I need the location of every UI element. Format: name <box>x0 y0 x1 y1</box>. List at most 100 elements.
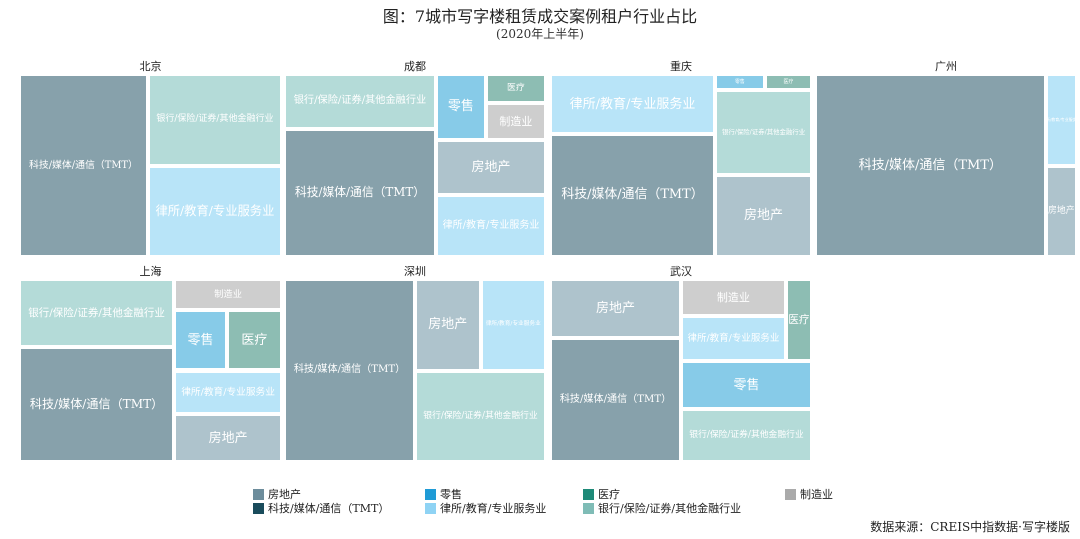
treemap-tile-real-estate: 房地产 <box>550 279 681 338</box>
treemap-tile-professional-services: 律所/教育/专业服务业 <box>480 279 546 371</box>
tile-label: 零售 <box>733 377 760 393</box>
tile-label: 医疗 <box>788 313 810 326</box>
tile-label: 制造业 <box>499 115 533 129</box>
treemap-tile-finance: 银行/保险/证券/其他金融行业 <box>681 408 812 462</box>
legend-label: 科技/媒体/通信（TMT） <box>268 502 390 515</box>
legend-swatch <box>583 502 594 514</box>
treemap-tile-professional-services: 律所/教育/专业服务业 <box>435 194 546 257</box>
tile-label: 房地产 <box>208 430 248 446</box>
legend-swatch <box>425 488 436 500</box>
legend-label: 制造业 <box>800 488 833 501</box>
treemap-tile-professional-services: 律所/教育/专业服务业 <box>550 74 716 135</box>
treemap-tile-tmt: 科技/媒体/通信（TMT） <box>550 134 716 257</box>
tile-label: 零售 <box>447 99 474 115</box>
legend-item-medical: 医疗 <box>583 486 620 502</box>
treemap-tile-real-estate: 房地产 <box>715 174 812 257</box>
treemap-tile-real-estate: 房地产 <box>1045 165 1077 257</box>
legend-swatch <box>785 488 796 500</box>
treemap-tile-tmt: 科技/媒体/通信（TMT） <box>550 337 681 462</box>
tile-label: 律所/教育/专业服务业 <box>1045 116 1077 122</box>
treemap-tile-finance: 银行/保险/证券/其他金融行业 <box>19 279 175 347</box>
treemap-tile-real-estate: 房地产 <box>435 139 546 195</box>
treemap-tile-tmt: 科技/媒体/通信（TMT） <box>19 346 175 462</box>
tile-label: 银行/保险/证券/其他金融行业 <box>156 114 274 125</box>
legend-swatch <box>583 488 594 500</box>
treemap-tile-manufacturing: 制造业 <box>174 279 282 311</box>
treemap-tile-professional-services: 律所/教育/专业服务业 <box>1045 74 1077 166</box>
treemap-tile-tmt: 科技/媒体/通信（TMT） <box>19 74 148 257</box>
legend-label: 律所/教育/专业服务业 <box>440 502 547 515</box>
tile-label: 律所/教育/专业服务业 <box>181 386 275 398</box>
tile-label: 律所/教育/专业服务业 <box>687 332 780 344</box>
treemap-tile-tmt: 科技/媒体/通信（TMT） <box>284 279 415 462</box>
tile-label: 房地产 <box>471 159 511 175</box>
legend-item-manufacturing: 制造业 <box>785 486 833 502</box>
treemap-tile-professional-services: 律所/教育/专业服务业 <box>147 165 282 257</box>
chart-subtitle: (2020年上半年) <box>496 27 584 41</box>
treemap-tile-medical: 医疗 <box>785 279 812 362</box>
treemap-tile-real-estate: 房地产 <box>174 414 282 462</box>
legend-item-retail: 零售 <box>425 486 462 502</box>
city-label: 广州 <box>935 60 957 73</box>
treemap-tile-medical: 医疗 <box>764 74 812 91</box>
legend-item-finance: 银行/保险/证券/其他金融行业 <box>583 500 741 516</box>
legend-label: 医疗 <box>598 488 620 501</box>
legend-label: 零售 <box>440 488 462 501</box>
city-label: 深圳 <box>404 265 426 278</box>
legend-swatch <box>253 488 264 500</box>
tile-label: 房地产 <box>1047 205 1075 216</box>
treemap-tile-manufacturing: 制造业 <box>485 103 546 140</box>
tile-label: 医疗 <box>241 332 268 348</box>
city-label: 北京 <box>139 60 162 73</box>
tile-label: 房地产 <box>428 317 468 333</box>
chart-title: 图：7城市写字楼租赁成交案例租户行业占比 <box>382 7 698 26</box>
tile-label: 零售 <box>735 78 745 85</box>
tile-label: 科技/媒体/通信（TMT） <box>294 185 426 200</box>
tile-label: 银行/保险/证券/其他金融行业 <box>293 95 427 107</box>
treemap-tile-finance: 银行/保险/证券/其他金融行业 <box>284 74 436 129</box>
legend-label: 房地产 <box>268 488 301 501</box>
treemap-tile-retail: 零售 <box>681 361 812 409</box>
treemap-tile-finance: 银行/保险/证券/其他金融行业 <box>715 90 812 175</box>
tile-label: 银行/保险/证券/其他金融行业 <box>689 430 804 441</box>
legend-item-tmt: 科技/媒体/通信（TMT） <box>253 500 389 516</box>
treemap-tile-finance: 银行/保险/证券/其他金融行业 <box>147 74 282 166</box>
tile-label: 银行/保险/证券/其他金融行业 <box>423 410 538 421</box>
city-label: 重庆 <box>670 60 692 73</box>
tile-label: 房地产 <box>744 208 784 224</box>
tile-label: 银行/保险/证券/其他金融行业 <box>28 306 165 319</box>
treemap-tile-finance: 银行/保险/证券/其他金融行业 <box>415 370 546 462</box>
data-source: 数据来源：CREIS中指数据·写字楼版 <box>870 520 1070 534</box>
tile-label: 医疗 <box>507 83 525 94</box>
legend-label: 银行/保险/证券/其他金融行业 <box>598 502 742 515</box>
treemap-tile-real-estate: 房地产 <box>415 279 481 371</box>
city-label: 上海 <box>139 265 162 278</box>
treemap-tile-professional-services: 律所/教育/专业服务业 <box>174 370 282 415</box>
city-label: 成都 <box>404 60 426 73</box>
treemap-tile-tmt: 科技/媒体/通信（TMT） <box>284 128 436 257</box>
tile-label: 律所/教育/专业服务业 <box>485 320 541 327</box>
tile-label: 科技/媒体/通信（TMT） <box>561 187 704 203</box>
treemap-tile-manufacturing: 制造业 <box>681 279 786 316</box>
treemap-tile-retail: 零售 <box>174 310 227 371</box>
tile-label: 律所/教育/专业服务业 <box>155 204 275 219</box>
tile-label: 科技/媒体/通信（TMT） <box>29 397 164 412</box>
tile-label: 律所/教育/专业服务业 <box>442 219 540 231</box>
city-label: 武汉 <box>670 265 692 278</box>
tile-label: 医疗 <box>783 78 794 85</box>
treemap-tile-professional-services: 律所/教育/专业服务业 <box>681 315 786 362</box>
treemap-tile-retail: 零售 <box>435 74 486 140</box>
tile-label: 制造业 <box>716 290 750 304</box>
legend: 房地产 零售 医疗 制造业 科技/媒体/通信（TMT） 律所/教育/专业服务业 … <box>253 486 853 516</box>
tile-label: 科技/媒体/通信（TMT） <box>28 159 138 171</box>
treemap-tile-medical: 医疗 <box>226 310 282 371</box>
legend-swatch <box>425 502 436 514</box>
tile-label: 科技/媒体/通信（TMT） <box>559 393 672 405</box>
tile-label: 科技/媒体/通信（TMT） <box>858 158 1002 173</box>
legend-swatch <box>253 502 264 514</box>
tile-label: 律所/教育/专业服务业 <box>569 96 696 112</box>
tile-label: 零售 <box>187 332 214 348</box>
legend-item-professional-services: 律所/教育/专业服务业 <box>425 500 546 516</box>
tile-label: 房地产 <box>595 300 635 316</box>
tile-label: 银行/保险/证券/其他金融行业 <box>721 128 806 137</box>
